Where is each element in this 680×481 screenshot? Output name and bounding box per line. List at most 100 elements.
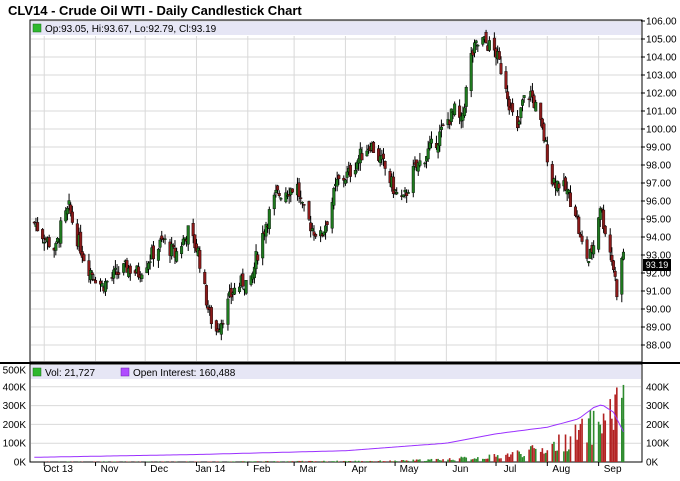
volume-bar	[577, 429, 580, 462]
candle-body	[65, 208, 69, 215]
volume-bar	[511, 452, 514, 462]
volume-bars	[45, 384, 625, 462]
candle-body	[219, 323, 223, 335]
candle-body	[332, 187, 336, 206]
volume-bar	[486, 458, 489, 462]
volume-bar	[435, 458, 438, 462]
candle-body	[353, 170, 357, 175]
volume-bar	[217, 461, 219, 462]
volume-bar	[472, 459, 474, 462]
candle-body	[226, 298, 230, 325]
candle-body	[112, 269, 116, 279]
volume-bar	[566, 451, 568, 462]
volume-bar	[440, 460, 443, 462]
volume-bar	[500, 458, 502, 462]
volume-bar	[568, 449, 570, 462]
volume-bar	[546, 450, 549, 462]
x-tick-label: Jun	[452, 464, 468, 475]
candle-body	[274, 189, 278, 193]
volume-bar	[342, 461, 345, 462]
volume-bar	[601, 433, 603, 462]
candle-body	[405, 192, 409, 196]
volume-bar	[541, 448, 544, 462]
candle-body	[621, 251, 625, 260]
candle-body	[203, 271, 207, 285]
x-tick-label: Jan 14	[195, 464, 225, 475]
candle-body	[122, 263, 126, 273]
candle-body	[345, 171, 349, 178]
volume-bar	[419, 459, 421, 462]
price-tick-label: 103.00	[646, 71, 677, 82]
volume-bar	[319, 461, 322, 462]
candle-body	[476, 44, 480, 47]
candle-body	[474, 40, 478, 43]
x-axis: Oct 13 Nov Dec Jan 14 Feb Mar Apr May Jun Jul Aug S…	[44, 462, 622, 475]
volume-tick-label-left: 500K	[3, 366, 27, 377]
chart-title: CLV14 - Crude Oil WTI - Daily Candlestic…	[8, 3, 302, 18]
x-tick-label: Mar	[300, 464, 318, 475]
volume-bar	[392, 461, 395, 462]
volume-bar	[563, 451, 565, 462]
candle-body	[426, 148, 430, 160]
candle-body	[453, 103, 457, 116]
volume-bar	[543, 453, 545, 462]
price-tick-label: 106.00	[646, 17, 677, 28]
volume-bar	[611, 418, 613, 462]
candle-body	[567, 189, 571, 193]
volume-bar	[496, 455, 499, 462]
candle-body	[484, 31, 488, 44]
volume-bar	[390, 461, 393, 462]
candle-body	[181, 238, 185, 246]
candle-body	[175, 251, 179, 262]
volume-bar	[389, 460, 391, 462]
volume-bar	[523, 456, 525, 462]
price-tick-label: 95.00	[646, 215, 671, 226]
volume-bar	[505, 454, 507, 462]
x-tick-label: Jul	[504, 464, 517, 475]
volume-bar	[498, 458, 501, 462]
candle-body	[615, 279, 619, 298]
volume-bar	[430, 458, 433, 462]
candle-body	[113, 267, 117, 270]
volume-bar	[263, 461, 266, 462]
volume-bar	[533, 448, 535, 462]
volume-bar	[232, 461, 234, 462]
candle-body	[469, 53, 473, 92]
volume-tick-label-left: 400K	[3, 382, 27, 393]
candle-body	[577, 216, 581, 234]
volume-bar	[303, 461, 305, 462]
candle-body	[598, 208, 602, 220]
price-tick-label: 92.00	[646, 269, 671, 280]
candle-body	[587, 261, 591, 264]
candle-body	[297, 182, 301, 197]
candle-body	[539, 102, 543, 120]
volume-bar	[185, 461, 188, 462]
candle-body	[209, 307, 213, 325]
candle-body	[383, 161, 387, 169]
candle-body	[279, 198, 283, 200]
volume-bar	[448, 458, 451, 462]
last-price-marker: 93.19	[643, 259, 671, 271]
volume-bar	[382, 461, 385, 462]
volume-bar	[473, 458, 476, 462]
volume-tick-label-left: 200K	[3, 420, 27, 431]
candle-body	[310, 228, 314, 231]
candle-body	[522, 95, 526, 98]
volume-bar	[528, 449, 530, 462]
volume-tick-label-left: 100K	[3, 439, 27, 450]
candle-body	[330, 202, 334, 229]
candle-body	[32, 221, 36, 224]
volume-bar	[569, 436, 572, 462]
volume-bar	[273, 461, 276, 462]
volume-bar	[587, 418, 590, 462]
price-tick-label: 100.00	[646, 125, 677, 136]
candle-body	[70, 211, 74, 223]
candle-body	[180, 246, 184, 254]
x-tick-label: Dec	[150, 464, 168, 475]
candle-body	[602, 209, 606, 230]
candle-body	[441, 124, 445, 127]
candle-body	[401, 194, 405, 197]
volume-bar	[485, 458, 487, 462]
price-tick-label: 91.00	[646, 287, 671, 298]
volume-bar	[518, 451, 520, 462]
